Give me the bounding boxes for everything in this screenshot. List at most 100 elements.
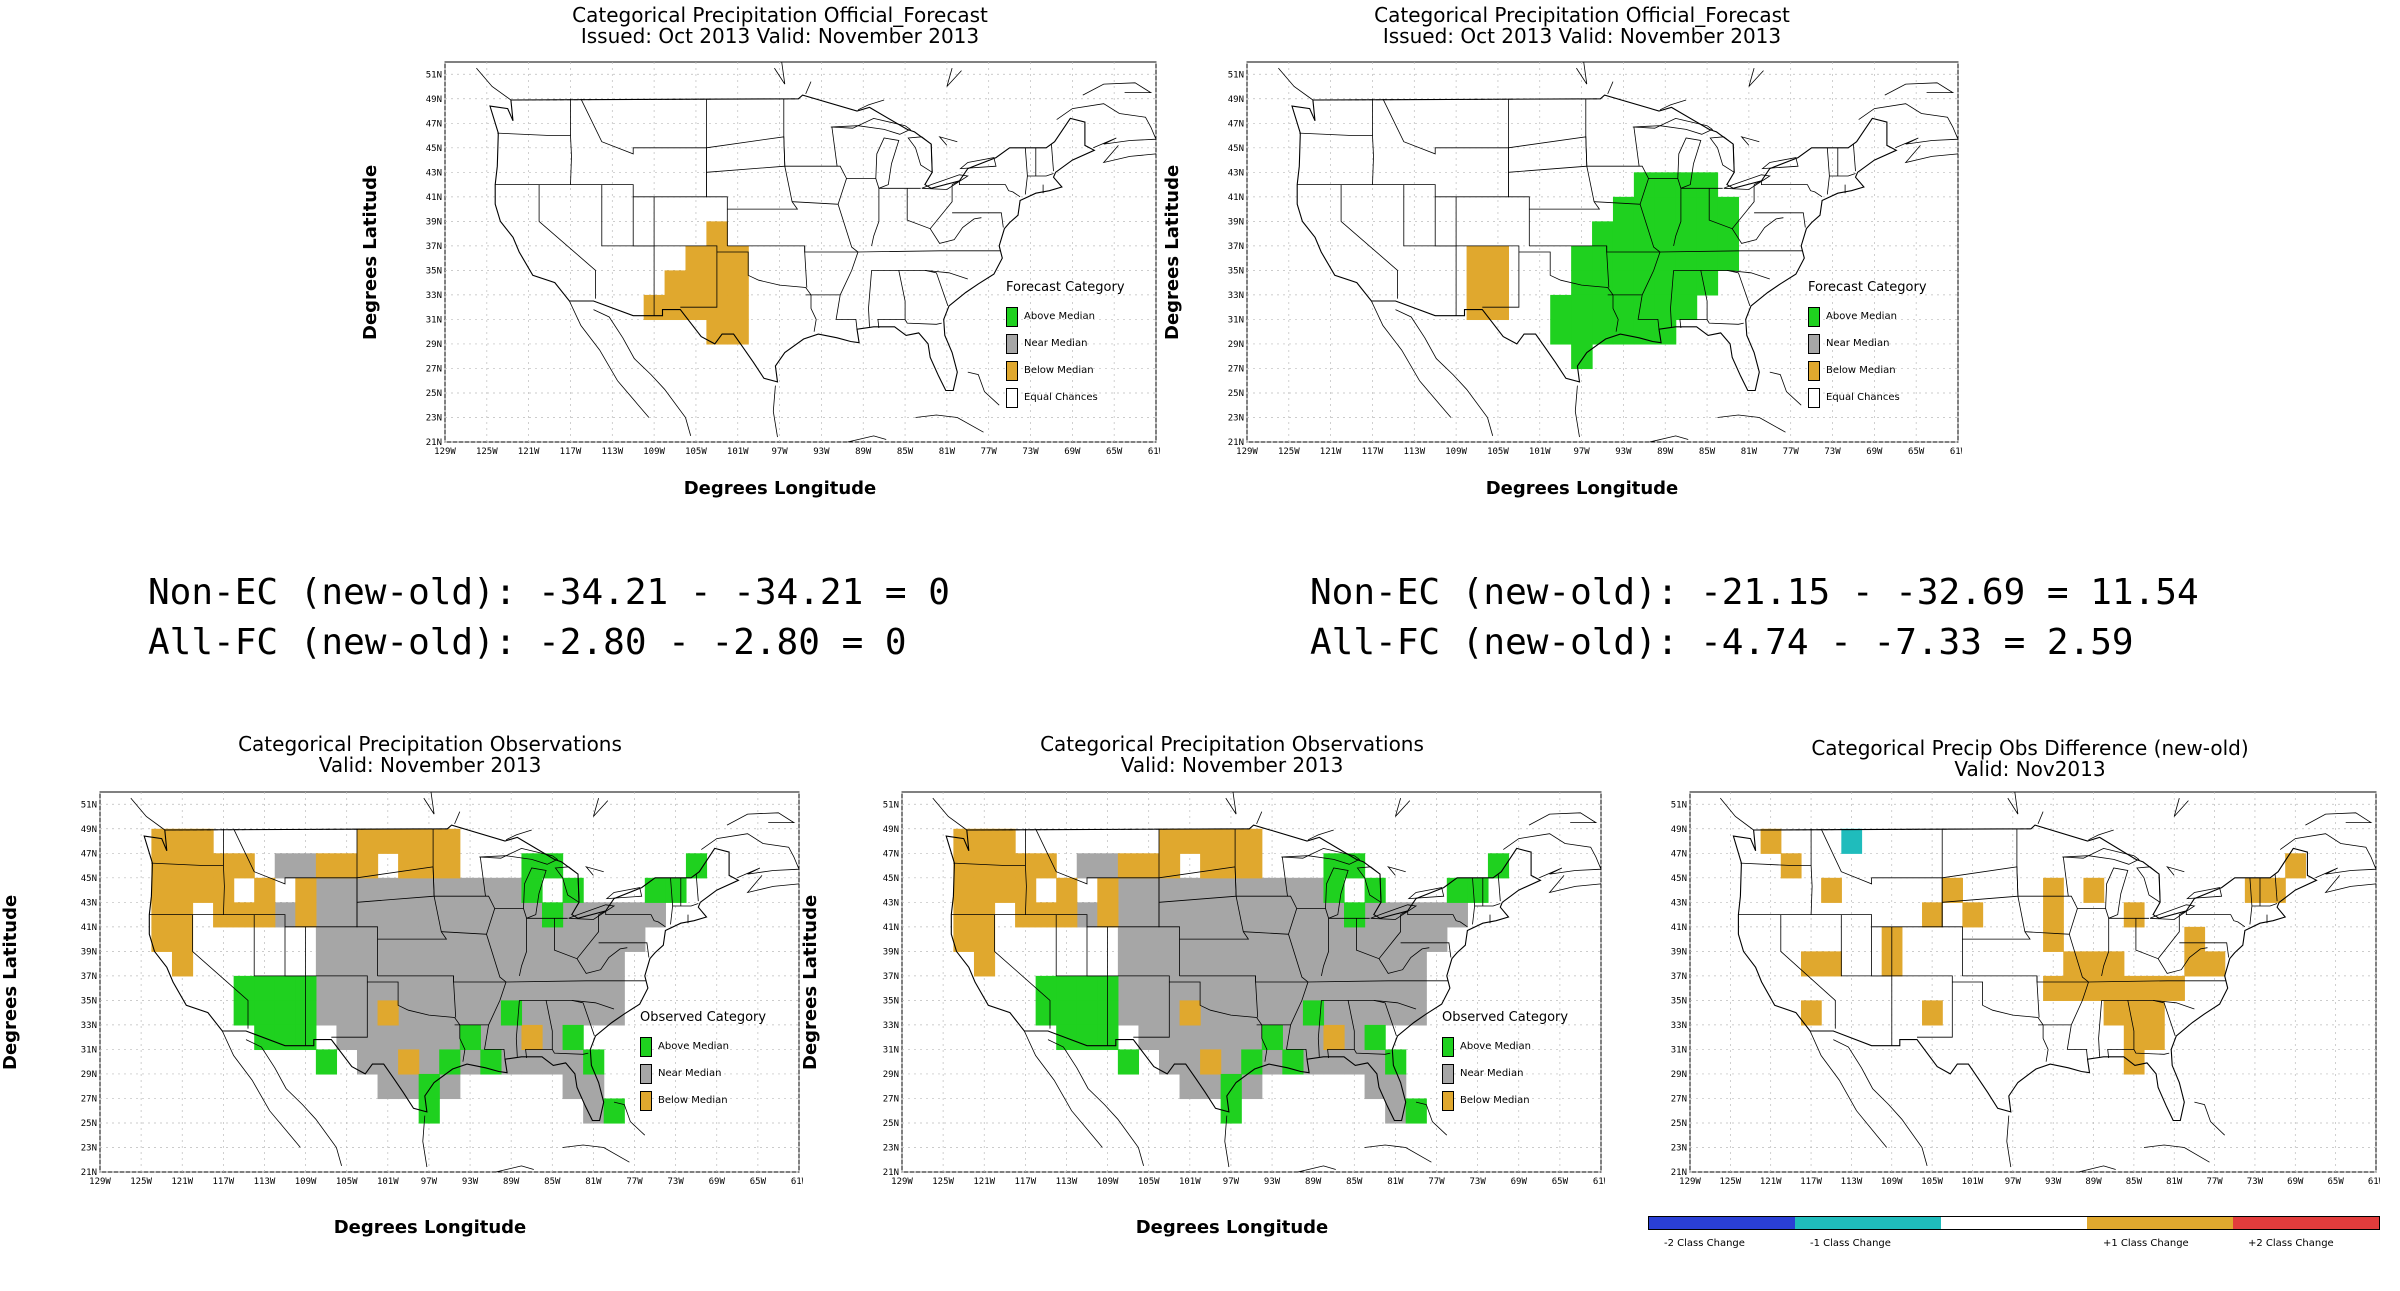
cell-below-median — [171, 853, 194, 879]
cell-below-median — [439, 828, 461, 854]
cell-near-median — [521, 975, 543, 1001]
cell-above-median — [1323, 877, 1345, 903]
lon-tick-label: 101W — [377, 1177, 399, 1187]
state-boundary — [2179, 910, 2246, 928]
cell-above-median — [274, 975, 296, 1001]
state-boundary — [877, 270, 906, 329]
state-boundary — [505, 980, 646, 983]
cell-below-median — [973, 828, 996, 854]
cell-near-median — [542, 1049, 564, 1075]
great-lake — [907, 136, 933, 174]
state-boundary — [1434, 196, 1520, 308]
cell-plus1-change — [2184, 926, 2206, 952]
cell-below-median — [1220, 853, 1242, 879]
lon-tick-label: 117W — [1015, 1177, 1037, 1187]
panel-subtitle: Issued: Oct 2013 Valid: November 2013 — [1382, 24, 1782, 48]
state-boundary — [1474, 903, 1501, 907]
canada-coast — [1307, 829, 1334, 841]
mexico-coast — [1833, 1039, 1928, 1167]
lon-tick-label: 105W — [1138, 1177, 1160, 1187]
state-boundary — [2133, 1049, 2170, 1055]
lat-tick-label: 47N — [426, 119, 442, 129]
lon-tick-label: 93W — [1264, 1177, 1281, 1187]
cell-near-median — [377, 951, 399, 977]
state-boundary — [716, 251, 817, 332]
cell-above-median — [1076, 975, 1098, 1001]
cell-near-median — [1282, 902, 1304, 928]
difference-colorbar — [1648, 1216, 2380, 1230]
cell-near-median — [1385, 951, 1407, 977]
lon-tick-label: 89W — [503, 1177, 520, 1187]
cell-near-median — [1220, 1049, 1242, 1075]
cell-near-median — [1179, 975, 1201, 1001]
mexico-coast — [1809, 1030, 1888, 1148]
state-boundary — [1299, 132, 1373, 136]
state-boundary — [367, 981, 466, 1062]
lat-tick-label: 39N — [883, 947, 899, 957]
cell-near-median — [356, 877, 379, 903]
canada-coast — [1395, 797, 1411, 817]
lat-tick-label: 35N — [883, 996, 899, 1006]
state-boundary — [1962, 896, 2031, 940]
cell-plus1-change — [1760, 828, 1782, 854]
cell-near-median — [1282, 926, 1304, 952]
mexico-coast — [1649, 435, 1689, 443]
lon-tick-label: 97W — [1223, 1177, 1240, 1187]
cell-near-median — [315, 902, 338, 928]
cell-above-median — [1035, 975, 1057, 1001]
lat-tick-label: 43N — [883, 898, 899, 908]
cell-below-median — [356, 828, 379, 854]
lat-tick-label: 51N — [1228, 70, 1244, 80]
intl-border — [1753, 828, 2032, 831]
mexico-coast — [1717, 414, 1786, 433]
lat-tick-label: 23N — [426, 413, 442, 423]
lat-tick-label: 43N — [1671, 898, 1687, 908]
lon-tick-label: 81W — [939, 447, 956, 457]
cell-above-median — [1675, 245, 1698, 271]
cell-near-median — [583, 975, 605, 1001]
state-boundary — [1633, 126, 1640, 167]
cell-above-median — [1282, 1049, 1304, 1075]
cell-near-median — [1405, 975, 1427, 1001]
lon-tick-label: 61W — [1950, 447, 1962, 457]
canada-coast — [505, 829, 532, 841]
cell-below-median — [398, 853, 420, 879]
cell-plus1-change — [2265, 877, 2286, 903]
cell-near-median — [356, 1049, 379, 1075]
cell-plus1-change — [2043, 877, 2064, 903]
cell-plus1-change — [2043, 975, 2064, 1001]
cell-near-median — [542, 975, 564, 1001]
state-boundary — [1518, 251, 1619, 332]
great-lake — [2136, 866, 2161, 904]
lon-tick-label: 109W — [1445, 447, 1467, 457]
state-boundary — [151, 862, 224, 866]
cell-near-median — [1385, 902, 1407, 928]
cell-below-median — [685, 245, 707, 271]
canada-coast — [585, 866, 604, 876]
cell-near-median — [521, 1000, 543, 1026]
canada-coast — [454, 811, 461, 825]
lat-tick-label: 45N — [1671, 874, 1687, 884]
cell-near-median — [398, 1024, 420, 1051]
cell-below-median — [521, 1024, 543, 1051]
cell-near-median — [418, 975, 440, 1001]
cell-above-median — [418, 1098, 440, 1124]
cell-near-median — [1179, 951, 1201, 977]
cell-near-median — [1261, 1049, 1283, 1075]
cell-near-median — [1158, 902, 1181, 928]
state-boundary — [2251, 903, 2278, 907]
lat-tick-label: 27N — [883, 1094, 899, 1104]
cell-near-median — [1385, 1073, 1407, 1100]
panel-title: Categorical Precipitation Observations — [238, 732, 622, 756]
canada-coast — [946, 67, 962, 87]
cell-above-median — [459, 1024, 481, 1051]
state-boundary — [1659, 250, 1803, 253]
state-boundary — [1606, 245, 1610, 288]
x-axis-label: Degrees Longitude — [1485, 478, 1679, 499]
lon-tick-label: 129W — [89, 1177, 111, 1187]
canada-coast — [1576, 61, 1588, 85]
lon-tick-label: 81W — [585, 1177, 602, 1187]
cell-near-median — [521, 902, 543, 928]
cell-plus1-change — [1922, 902, 1943, 928]
canada-coast — [1659, 99, 1687, 111]
